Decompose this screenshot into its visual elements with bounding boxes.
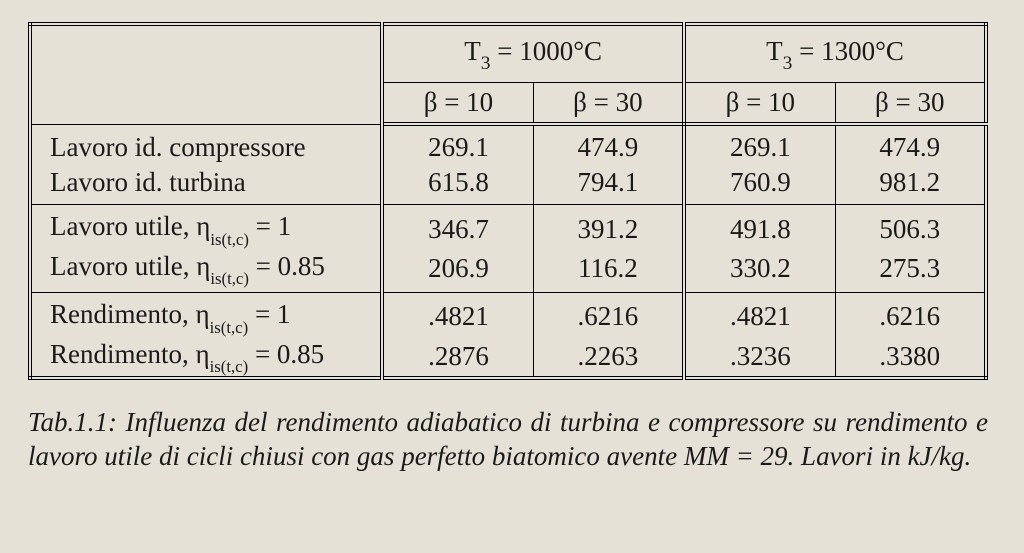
cell: 330.2: [684, 249, 835, 293]
cell: 981.2: [835, 165, 986, 205]
header-beta-30-a: β = 30: [533, 83, 684, 125]
table-row: Lavoro id. compressore 269.1 474.9 269.1…: [30, 124, 986, 165]
cell: .3236: [684, 337, 835, 378]
cell: 116.2: [533, 249, 684, 293]
table-row: Lavoro utile, ηis(t,c) = 1 346.7 391.2 4…: [30, 205, 986, 249]
row-label: Lavoro utile, ηis(t,c) = 1: [30, 205, 382, 249]
cell: 615.8: [382, 165, 533, 205]
header-empty: [30, 24, 382, 124]
table-row: Lavoro utile, ηis(t,c) = 0.85 206.9 116.…: [30, 249, 986, 293]
cell: 269.1: [684, 124, 835, 165]
cell: 506.3: [835, 205, 986, 249]
table-row: Lavoro id. turbina 615.8 794.1 760.9 981…: [30, 165, 986, 205]
cell: 474.9: [533, 124, 684, 165]
cell: 275.3: [835, 249, 986, 293]
t3-symbol: T3: [766, 36, 792, 66]
header-beta-30-b: β = 30: [835, 83, 986, 125]
header-t3-1300: T3 = 1300°C: [684, 24, 986, 83]
row-label: Lavoro id. compressore: [30, 124, 382, 165]
caption-lead: Tab.1.1:: [28, 407, 126, 437]
header-beta-10-b: β = 10: [684, 83, 835, 125]
cell: 346.7: [382, 205, 533, 249]
caption-body: Influenza del rendimento adiabatico di t…: [28, 407, 988, 471]
table-caption: Tab.1.1: Influenza del rendimento adiaba…: [28, 406, 988, 474]
cell: 794.1: [533, 165, 684, 205]
t3-symbol: T3: [464, 36, 490, 66]
cell: 760.9: [684, 165, 835, 205]
table-row: Rendimento, ηis(t,c) = 1 .4821 .6216 .48…: [30, 293, 986, 337]
cell: 206.9: [382, 249, 533, 293]
cell: .4821: [684, 293, 835, 337]
cell: .3380: [835, 337, 986, 378]
cell: .6216: [835, 293, 986, 337]
t3b-rest: = 1300°C: [792, 36, 904, 66]
cell: .2263: [533, 337, 684, 378]
cell: 391.2: [533, 205, 684, 249]
t3a-rest: = 1000°C: [491, 36, 603, 66]
cell: 269.1: [382, 124, 533, 165]
header-t3-1000: T3 = 1000°C: [382, 24, 684, 83]
cell: 474.9: [835, 124, 986, 165]
row-label: Lavoro id. turbina: [30, 165, 382, 205]
row-label: Rendimento, ηis(t,c) = 1: [30, 293, 382, 337]
row-label: Lavoro utile, ηis(t,c) = 0.85: [30, 249, 382, 293]
cell: .6216: [533, 293, 684, 337]
cell: .4821: [382, 293, 533, 337]
data-table: T3 = 1000°C T3 = 1300°C β = 10 β = 30 β …: [28, 22, 988, 380]
header-beta-10-a: β = 10: [382, 83, 533, 125]
row-label: Rendimento, ηis(t,c) = 0.85: [30, 337, 382, 378]
cell: 491.8: [684, 205, 835, 249]
cell: .2876: [382, 337, 533, 378]
table-row: Rendimento, ηis(t,c) = 0.85 .2876 .2263 …: [30, 337, 986, 378]
